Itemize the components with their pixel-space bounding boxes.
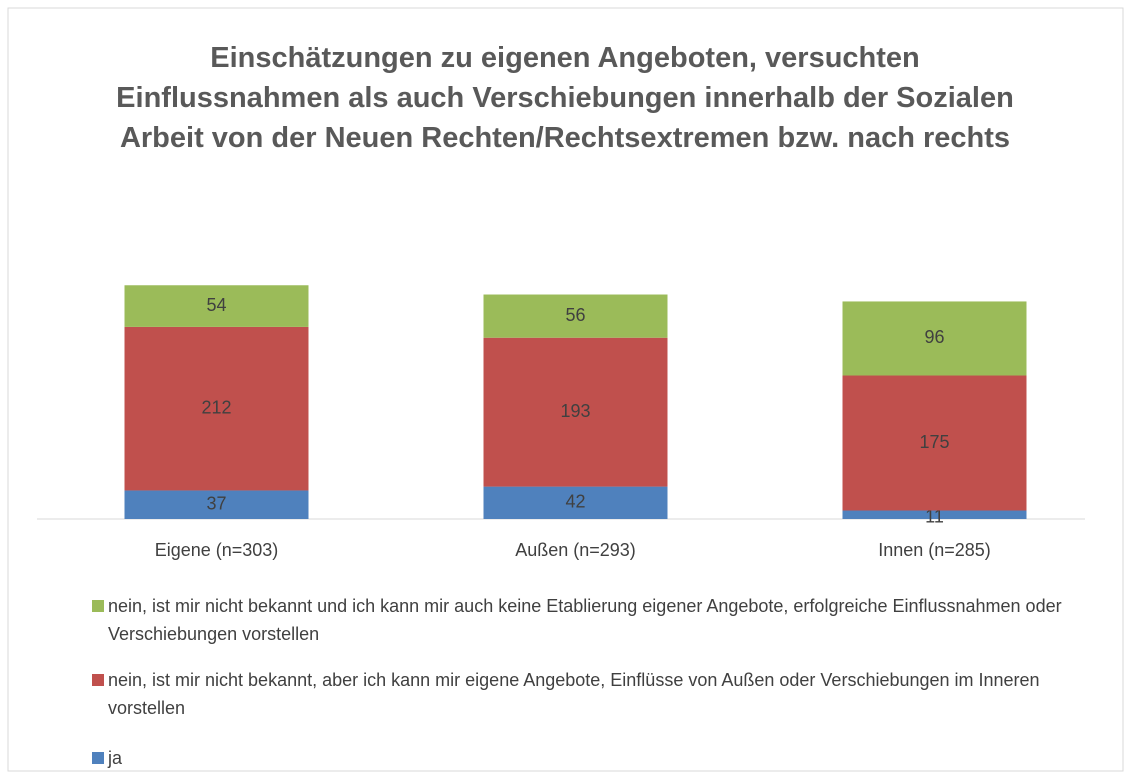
data-label: 212 [201,397,231,417]
bar-segment [842,510,1027,519]
bar-segment [842,375,1027,511]
bar-segment [124,285,309,327]
legend-label: nein, ist mir nicht bekannt, aber ich ka… [108,670,1040,718]
data-label: 56 [565,305,585,325]
data-label: 42 [565,492,585,512]
legend-item: nein, ist mir nicht bekannt und ich kann… [92,592,1102,648]
bar-segment [483,337,668,487]
bar-segment [842,301,1027,376]
bar-segment [124,326,309,491]
legend-swatch [92,752,104,764]
data-label: 11 [925,507,944,527]
legend-item: ja [92,744,1102,772]
x-tick-label: Innen (n=285) [878,540,991,560]
bar-segment [124,490,309,519]
bar-segment [483,486,668,519]
chart-title: Einschätzungen zu eigenen Angeboten, ver… [116,42,1014,154]
x-tick-label: Eigene (n=303) [155,540,279,560]
legend-item: nein, ist mir nicht bekannt, aber ich ka… [92,666,1102,722]
legend-swatch [92,674,104,686]
legend-label: nein, ist mir nicht bekannt und ich kann… [108,596,1062,644]
bar-segment [483,294,668,338]
data-label: 37 [206,493,226,513]
legend-swatch [92,600,104,612]
legend-label: ja [108,748,123,768]
data-label: 54 [206,295,226,315]
chart-border [7,7,1124,772]
data-label: 96 [924,327,944,347]
data-label: 193 [560,401,590,421]
data-label: 175 [919,432,949,452]
x-tick-label: Außen (n=293) [515,540,636,560]
